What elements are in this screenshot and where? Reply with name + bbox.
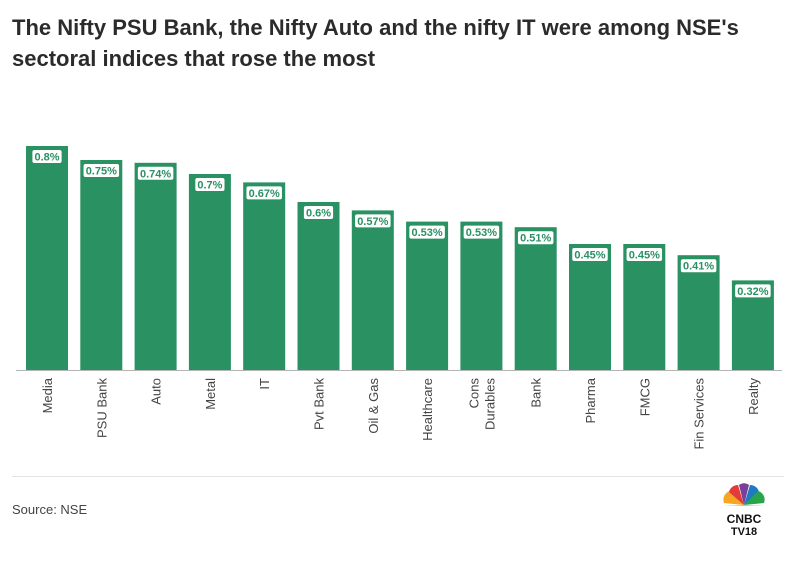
x-tick-label: Metal — [203, 378, 218, 410]
data-label: 0.51% — [520, 233, 551, 245]
bar — [351, 210, 394, 370]
x-tick-label: FMCG — [637, 378, 652, 416]
bar — [460, 221, 503, 370]
data-label-box — [572, 248, 608, 261]
data-label: 0.57% — [357, 216, 388, 228]
logo-text-tv18: TV18 — [731, 526, 757, 538]
x-tick-label: IT — [257, 378, 272, 390]
bar — [243, 182, 286, 370]
x-tick-label: PSU Bank — [94, 378, 109, 438]
x-tick-label: Oil & Gas — [366, 378, 381, 434]
data-label-box — [517, 231, 554, 245]
data-label-box — [246, 186, 282, 200]
data-label-box — [195, 178, 225, 191]
cnbc-tv18-logo: CNBC TV18 — [723, 483, 765, 538]
data-label: 0.7% — [197, 180, 222, 192]
data-label-box — [83, 164, 120, 177]
data-label: 0.53% — [411, 227, 442, 239]
data-label-box — [680, 259, 717, 273]
x-tick-label: Pharma — [583, 377, 598, 423]
data-label-box — [32, 150, 62, 163]
bar — [514, 227, 557, 370]
x-tick-label: Healthcare — [420, 378, 435, 441]
data-label: 0.53% — [466, 227, 497, 239]
x-tick-label: Fin Services — [692, 378, 707, 450]
x-tick-label: Durables — [482, 378, 497, 431]
bar — [569, 244, 611, 370]
data-label-box — [137, 166, 174, 180]
bar — [406, 221, 449, 370]
source-note: Source: NSE — [12, 502, 88, 517]
divider — [12, 476, 784, 477]
data-label: 0.8% — [34, 152, 59, 164]
data-label: 0.75% — [86, 166, 117, 178]
data-label: 0.45% — [629, 250, 660, 262]
data-label: 0.45% — [574, 250, 605, 262]
data-label: 0.67% — [249, 188, 280, 200]
data-label: 0.6% — [306, 208, 331, 220]
data-label-box — [409, 225, 445, 239]
bar — [134, 162, 177, 370]
bar — [188, 174, 231, 370]
x-tick-label: Bank — [529, 378, 544, 408]
data-label-box — [626, 248, 663, 261]
bar — [297, 202, 340, 370]
data-label: 0.41% — [683, 261, 714, 273]
logo-text-cnbc: CNBC — [727, 512, 762, 526]
x-tick-label: Pvt Bank — [312, 378, 327, 431]
bar — [80, 160, 123, 370]
data-label-box — [303, 206, 334, 219]
bar — [677, 255, 720, 370]
data-label: 0.74% — [140, 168, 171, 180]
data-label-box — [735, 284, 771, 298]
x-tick-label: Realty — [746, 378, 761, 415]
data-label-box — [355, 214, 391, 228]
x-tick-label: Auto — [149, 378, 164, 405]
data-label-box — [463, 225, 500, 239]
x-tick-label: Cons — [466, 378, 481, 409]
bar — [623, 244, 666, 370]
x-tick-label: Media — [40, 377, 55, 413]
chart-title: The Nifty PSU Bank, the Nifty Auto and t… — [12, 15, 739, 71]
bar — [26, 146, 68, 370]
data-label: 0.32% — [737, 286, 768, 298]
